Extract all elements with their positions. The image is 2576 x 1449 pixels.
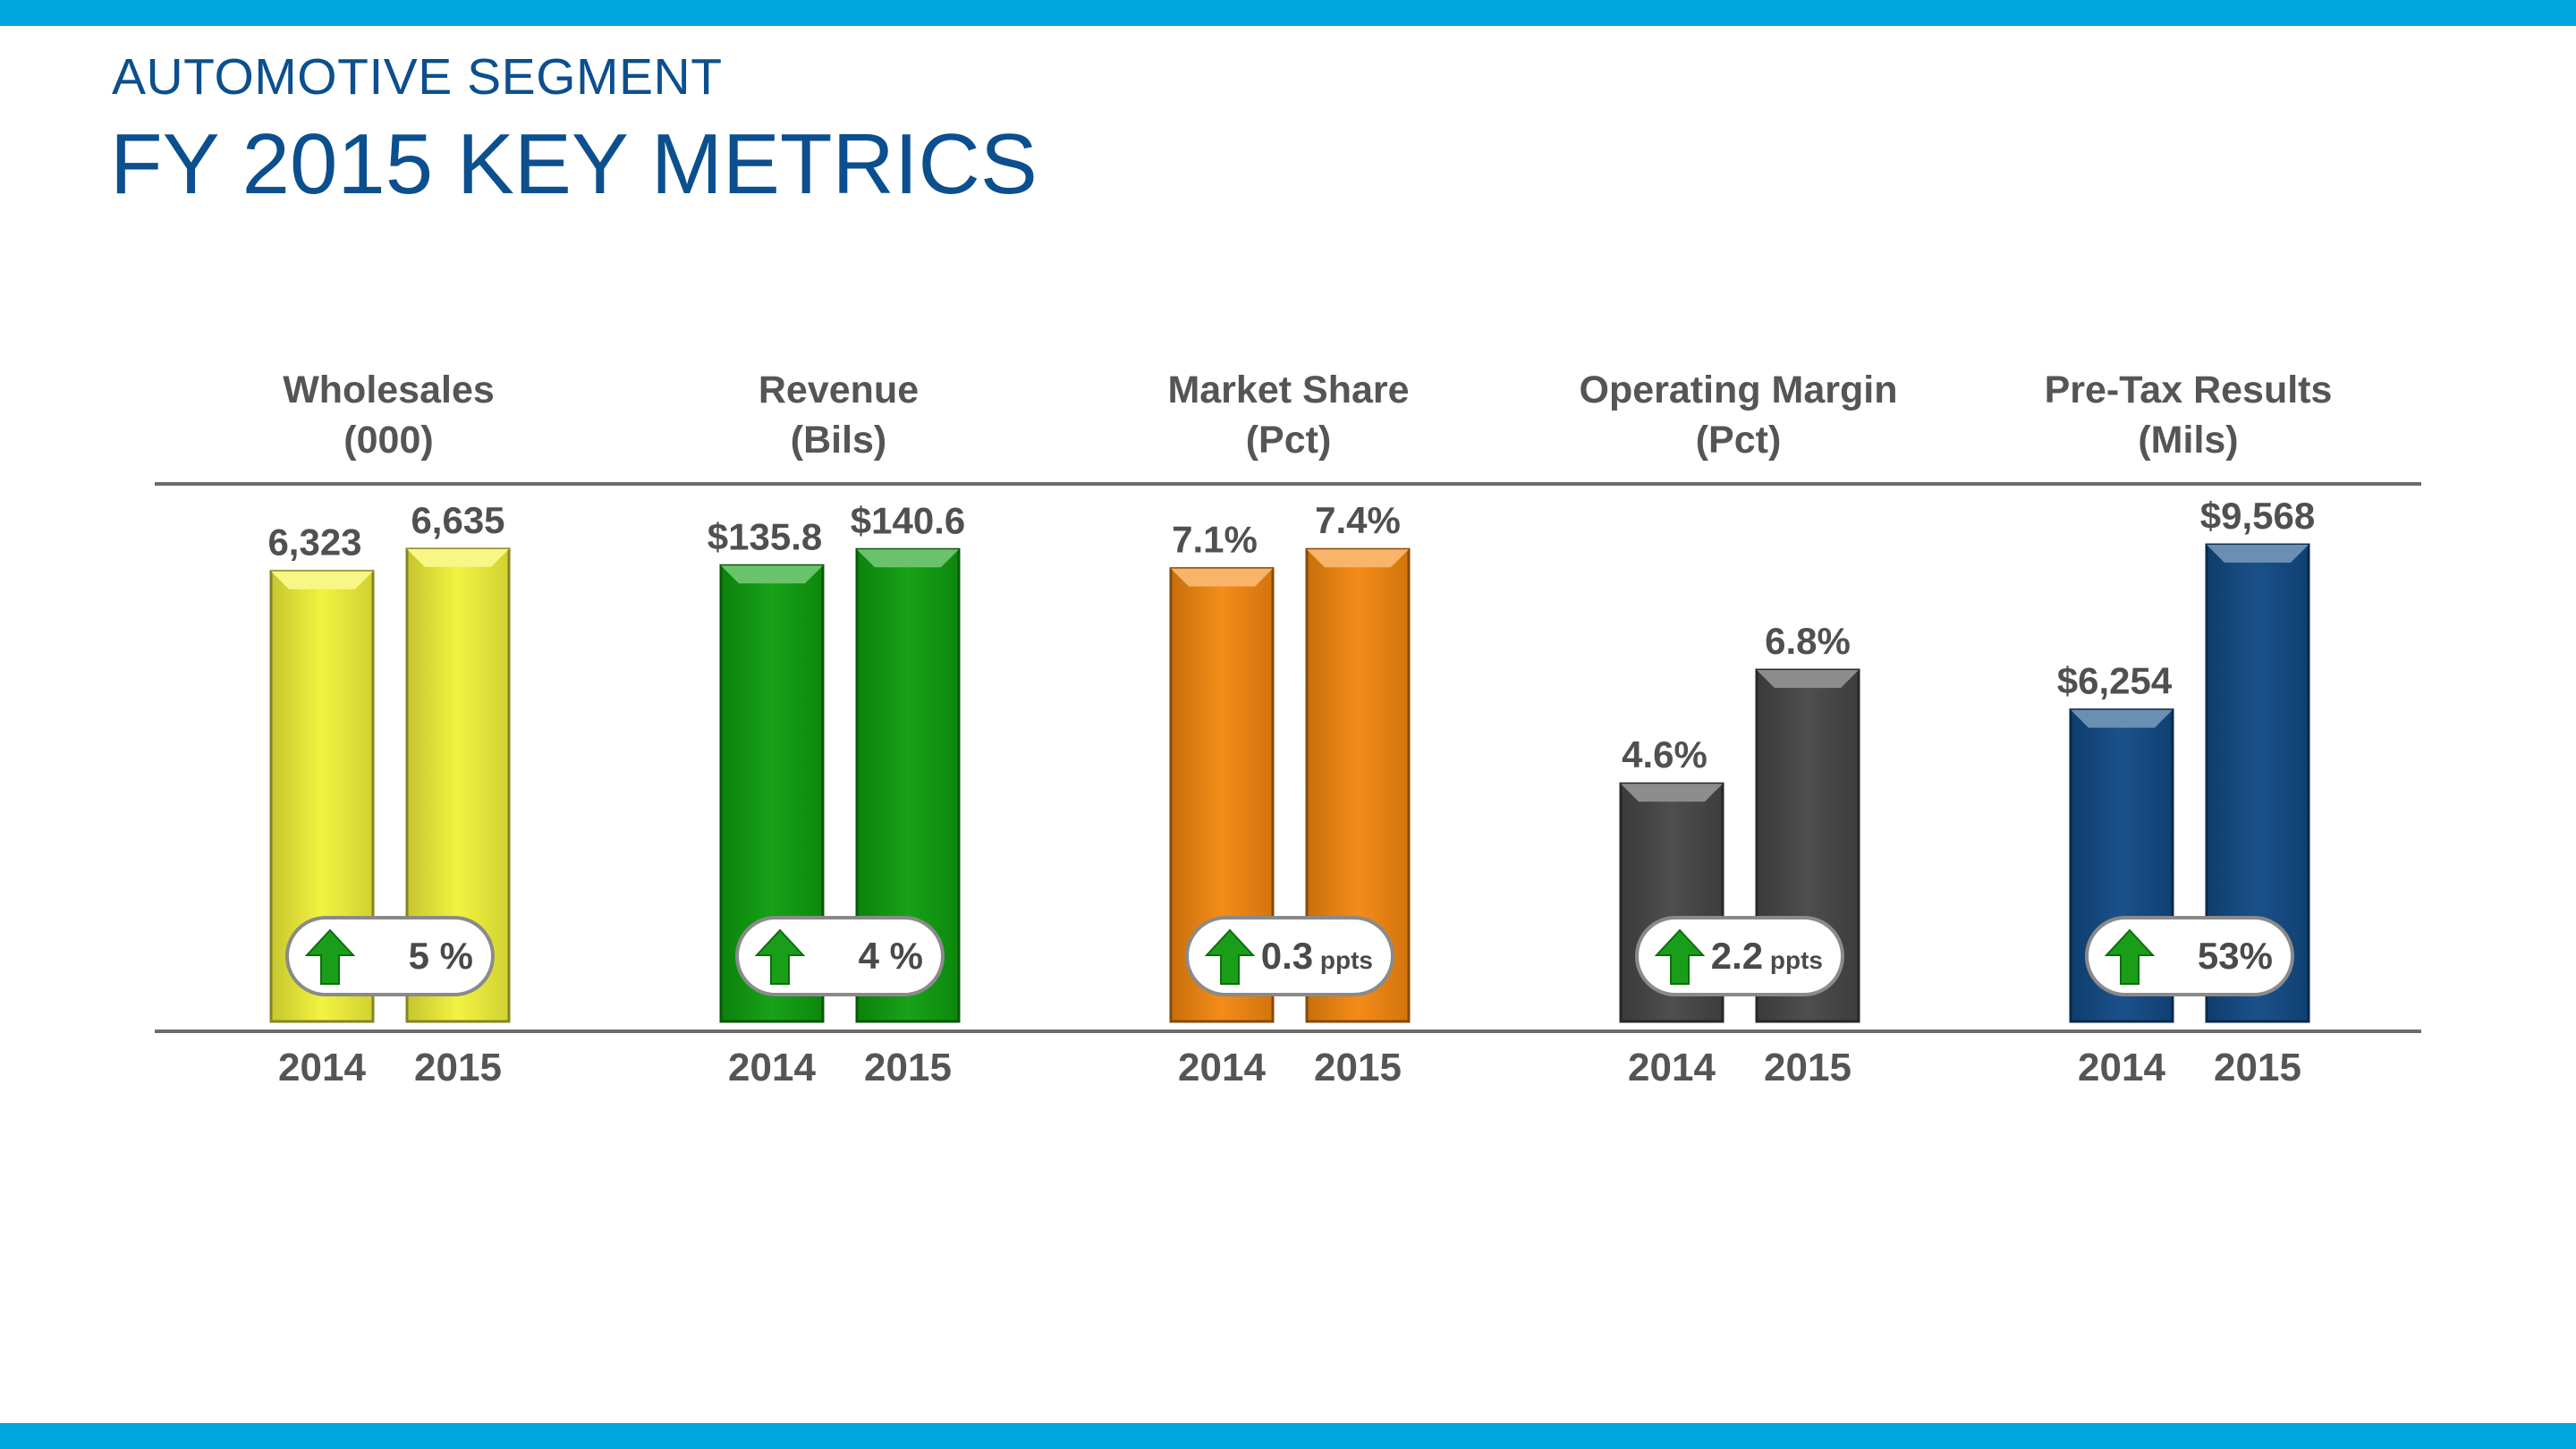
- panel-unit-label: (Pct): [1245, 419, 1332, 462]
- change-value: 4 %: [859, 935, 923, 977]
- chart-panel-operating-margin: Operating Margin (Pct) 4.6% 2014 6.8% 2015 2…: [1513, 0, 1963, 1127]
- year-tick-label: 2014: [1178, 1046, 1266, 1089]
- chart-panel-market-share: Market Share (Pct) 7.1% 2014 7.4% 2015 0.3 p…: [1063, 0, 1513, 1127]
- chart-panel-wholesales: Wholesales (000) 6,323 2014 6,635 2015 5 %: [164, 0, 614, 1127]
- year-tick-label: 2014: [2078, 1046, 2165, 1089]
- bar-bevel: [2071, 709, 2173, 728]
- segment-subtitle: AUTOMOTIVE SEGMENT: [112, 48, 723, 106]
- change-value: 53%: [2198, 935, 2273, 977]
- value-label: 6,323: [267, 521, 361, 564]
- change-badge: 5 %: [285, 916, 495, 996]
- year-tick-label: 2014: [278, 1046, 366, 1089]
- change-number: 2.2: [1711, 935, 1763, 977]
- up-arrow-icon: [304, 928, 356, 985]
- panel-title: Revenue: [758, 369, 919, 411]
- value-label: 6.8%: [1765, 620, 1851, 662]
- panel-heading: Operating Margin (Pct): [1513, 365, 1963, 465]
- panel-heading: Pre-Tax Results (Mils): [1963, 365, 2413, 465]
- year-tick-label: 2015: [864, 1046, 952, 1089]
- page-title: FY 2015 KEY METRICS: [110, 116, 1038, 212]
- panel-title: Market Share: [1167, 369, 1410, 411]
- up-arrow-icon: [1204, 928, 1256, 985]
- change-value: 5 %: [409, 935, 473, 977]
- year-tick-label: 2015: [2214, 1046, 2301, 1089]
- change-number: 53: [2198, 935, 2240, 977]
- panel-title: Operating Margin: [1579, 369, 1898, 411]
- value-label: $135.8: [708, 515, 822, 557]
- bar-bevel: [721, 565, 823, 584]
- change-unit: ppts: [1763, 946, 1823, 974]
- year-tick-label: 2014: [728, 1046, 816, 1089]
- change-badge: 2.2 ppts: [1635, 916, 1844, 996]
- change-badge: 4 %: [735, 916, 945, 996]
- year-tick-label: 2015: [414, 1046, 502, 1089]
- up-arrow-icon: [1654, 928, 1706, 985]
- change-unit: ppts: [1313, 946, 1373, 974]
- value-label: $9,568: [2200, 495, 2315, 537]
- panel-title: Wholesales: [283, 369, 495, 411]
- bar-bevel: [1307, 549, 1409, 568]
- panel-heading: Revenue (Bils): [614, 365, 1063, 465]
- value-label: $6,254: [2057, 660, 2173, 702]
- up-arrow-icon: [2104, 928, 2156, 985]
- bar-bevel: [1757, 670, 1859, 689]
- panel-unit-label: (Bils): [790, 419, 887, 462]
- change-value: 0.3 ppts: [1261, 935, 1373, 977]
- panel-unit-label: (Pct): [1695, 419, 1782, 462]
- top-accent-band: [0, 0, 2576, 26]
- year-tick-label: 2014: [1628, 1046, 1716, 1089]
- value-label: 4.6%: [1622, 733, 1707, 775]
- value-label: 7.4%: [1315, 499, 1401, 541]
- chart-panel-pre-tax-results: Pre-Tax Results (Mils) $6,254 2014 $9,568 2…: [1963, 0, 2413, 1127]
- value-label: $140.6: [851, 499, 965, 541]
- chart-market-share: 7.1% 2014 7.4% 2015 0.3 ppts: [1169, 499, 1411, 1089]
- header-divider: [155, 482, 2421, 486]
- change-unit: %: [429, 935, 473, 977]
- change-unit: %: [2240, 935, 2273, 977]
- panel-title: Pre-Tax Results: [2044, 369, 2333, 411]
- chart-wholesales: 6,323 2014 6,635 2015 5 %: [267, 499, 511, 1089]
- value-label: 7.1%: [1172, 519, 1258, 561]
- change-number: 0.3: [1261, 935, 1313, 977]
- change-unit: %: [879, 935, 923, 977]
- chart-pre-tax-results: $6,254 2014 $9,568 2015 53%: [2057, 495, 2315, 1089]
- value-label: 6,635: [411, 499, 504, 541]
- change-value: 2.2 ppts: [1711, 935, 1823, 977]
- change-number: 5: [409, 935, 429, 977]
- bar-bevel: [271, 571, 373, 589]
- panel-heading: Wholesales (000): [164, 365, 614, 465]
- panel-heading: Market Share (Pct): [1063, 365, 1513, 465]
- chart-panel-revenue: Revenue (Bils) $135.8 2014 $140.6 2015 4 %: [614, 0, 1063, 1127]
- change-badge: 53%: [2085, 916, 2294, 996]
- bar-bevel: [1171, 568, 1273, 587]
- baseline-divider: [155, 1030, 2421, 1033]
- chart-operating-margin: 4.6% 2014 6.8% 2015 2.2 ppts: [1619, 620, 1860, 1089]
- bar-bevel: [2207, 545, 2309, 564]
- panel-unit-label: (Mils): [2138, 419, 2239, 462]
- bar-bevel: [407, 548, 509, 567]
- year-tick-label: 2015: [1314, 1046, 1402, 1089]
- year-tick-label: 2015: [1764, 1046, 1852, 1089]
- chart-revenue: $135.8 2014 $140.6 2015 4 %: [708, 499, 965, 1089]
- panel-unit-label: (000): [343, 419, 434, 462]
- bar-bevel: [857, 549, 959, 568]
- change-badge: 0.3 ppts: [1185, 916, 1394, 996]
- change-number: 4: [859, 935, 880, 977]
- bottom-accent-band: [0, 1423, 2576, 1449]
- bar-bevel: [1621, 784, 1723, 802]
- up-arrow-icon: [754, 928, 806, 985]
